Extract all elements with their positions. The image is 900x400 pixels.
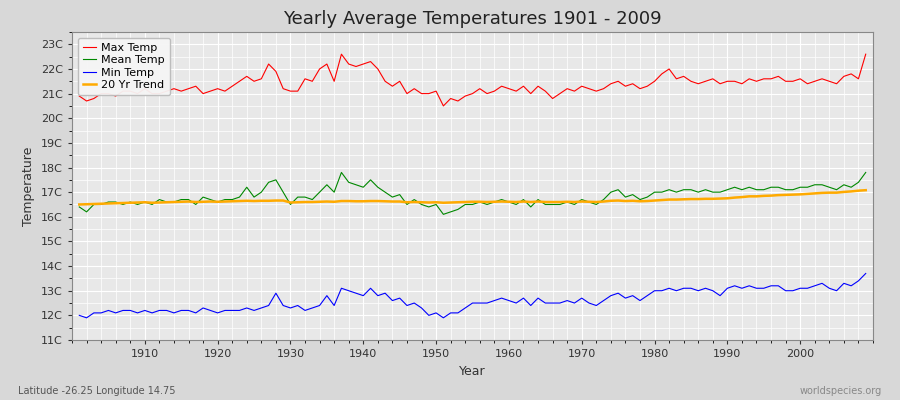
Text: Latitude -26.25 Longitude 14.75: Latitude -26.25 Longitude 14.75 [18,386,176,396]
20 Yr Trend [496,199,507,204]
Mean Temp [292,195,303,200]
Title: Yearly Average Temperatures 1901 - 2009: Yearly Average Temperatures 1901 - 2009 [284,10,662,28]
20 Yr Trend [503,199,514,204]
X-axis label: Year: Year [459,364,486,378]
Y-axis label: Temperature: Temperature [22,146,35,226]
Line: Min Temp: Min Temp [79,274,866,318]
Max Temp [343,62,354,66]
Min Temp [140,308,150,313]
Line: 20 Yr Trend: 20 Yr Trend [79,190,866,204]
Line: Max Temp: Max Temp [79,54,866,106]
Min Temp [74,313,85,318]
20 Yr Trend [591,200,602,204]
Mean Temp [336,170,346,175]
Mean Temp [511,202,522,207]
Min Temp [598,298,609,303]
Min Temp [860,271,871,276]
20 Yr Trend [292,200,303,205]
Max Temp [336,52,346,56]
Max Temp [132,91,143,96]
Mean Temp [74,204,85,209]
20 Yr Trend [132,200,143,205]
20 Yr Trend [860,188,871,192]
Text: worldspecies.org: worldspecies.org [800,386,882,396]
Mean Temp [860,170,871,175]
Mean Temp [518,197,529,202]
Max Temp [292,89,303,94]
Min Temp [343,288,354,293]
Min Temp [503,298,514,303]
Mean Temp [132,202,143,207]
Mean Temp [343,180,354,185]
Max Temp [74,94,85,98]
Min Temp [300,308,310,313]
Min Temp [81,316,92,320]
Max Temp [511,89,522,94]
20 Yr Trend [74,202,85,207]
Mean Temp [606,190,616,194]
Legend: Max Temp, Mean Temp, Min Temp, 20 Yr Trend: Max Temp, Mean Temp, Min Temp, 20 Yr Tre… [77,38,170,95]
Min Temp [511,301,522,306]
20 Yr Trend [336,199,346,204]
Mean Temp [438,212,449,217]
Line: Mean Temp: Mean Temp [79,172,866,214]
Max Temp [438,104,449,108]
Max Temp [606,81,616,86]
Max Temp [860,52,871,56]
Max Temp [518,84,529,89]
